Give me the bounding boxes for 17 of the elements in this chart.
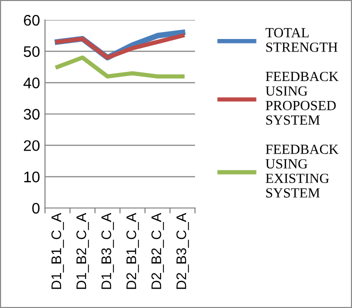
legend-label: FEEDBACK USING PROPOSED SYSTEM	[266, 72, 338, 125]
y-tick-label: 10	[24, 172, 40, 182]
x-tick-label: D2_B1_C_A	[126, 212, 139, 289]
legend-label: TOTAL STRENGTH	[266, 28, 338, 52]
line-series	[55, 56, 185, 78]
y-tick-label: 60	[24, 14, 40, 26]
x-tick-label: D1_B3_C_A	[101, 212, 114, 289]
y-tick-label: 50	[24, 46, 40, 58]
y-tick-label: 20	[24, 140, 40, 152]
y-tick-label: 0	[32, 202, 40, 214]
x-tick-label: D2_B3_C_A	[176, 212, 189, 289]
x-tick-label: D2_B2_C_A	[151, 212, 164, 289]
legend-label: FEEDBACK USING EXISTING SYSTEM	[266, 144, 338, 198]
y-tick-label: 40	[24, 78, 40, 88]
x-tick-label: D1_B1_C_A	[51, 212, 64, 289]
y-tick-label: 30	[24, 108, 40, 120]
x-tick-label: D1_B2_C_A	[76, 212, 89, 289]
